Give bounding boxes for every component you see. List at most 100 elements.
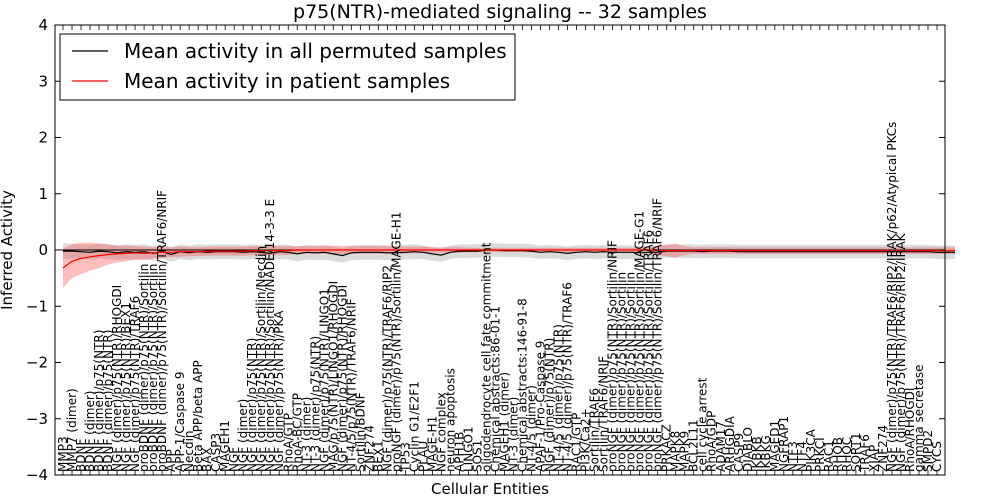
category-label: BDNF	[74, 439, 88, 472]
category-label: neuron apoptosis	[443, 368, 457, 472]
category-label: NGF (dimer)/p75(NTR)/LINGO1	[317, 288, 331, 472]
category-label: PLAU	[416, 441, 430, 472]
x-axis-title: Cellular Entities	[431, 480, 549, 498]
band-permuted	[63, 243, 955, 263]
category-label: BAX	[200, 447, 214, 472]
category-label: RHOC	[840, 437, 854, 472]
confidence-bands	[63, 242, 955, 288]
y-tick-label: 2	[38, 129, 48, 147]
category-label: BDNF (dimer)/p75(NTR)	[101, 330, 115, 472]
category-label: NT-3 (dimer)	[299, 397, 313, 472]
series-lines	[62, 249, 955, 269]
category-label: NGF (dimer)/p75(NTR)/TRAF6/RIP2	[380, 265, 394, 472]
legend-label-permuted: Mean activity in all permuted samples	[124, 39, 507, 63]
category-label: NT-4/5 (dimer)	[525, 385, 539, 472]
category-label: ZNF274	[876, 425, 890, 472]
category-label: Cyclin G1/E2F1	[407, 381, 421, 472]
category-label: SORT1	[849, 433, 863, 473]
y-tick-label: 3	[38, 72, 48, 90]
category-label: APH1B	[453, 432, 467, 472]
category-label: proNGF (dimer)/p75(NTR)/Sortilin/MAGE-G1	[633, 211, 647, 472]
category-label: proNGF (dimer)/p75(NTR)/Sortilin/TRAF6	[642, 230, 656, 472]
category-label: NGF (dimer)/p75(NTR)	[245, 338, 259, 472]
category-label: RAC1	[822, 440, 836, 472]
category-label: APAF-1/Pro-Caspase 9	[534, 341, 548, 472]
y-tick-label: 1	[38, 185, 48, 203]
category-label: CYCS	[930, 441, 944, 472]
category-label: proBDNF (dimer)/p75(NTR)/Sortilin	[146, 264, 160, 472]
category-label: NGF (dimer)/p75(NTR)/Sortilin/Necdin	[254, 246, 268, 472]
category-label: Beta APP/beta APP	[191, 360, 205, 472]
category-label: PRKACZ	[660, 424, 674, 472]
category-label: NT-3 (dimer)/p75(NTR)	[308, 336, 322, 472]
band-patient	[63, 242, 955, 288]
legend: Mean activity in all permuted samples Me…	[59, 33, 516, 101]
category-label: APP-1/Caspase 9	[173, 372, 187, 472]
category-label: NT-4/5 (dimer)/p75(NTR)/TRAF6	[561, 282, 575, 472]
category-label: CASP3	[209, 433, 223, 472]
category-label: ARHGDIA	[723, 415, 737, 472]
category-label: BDNF (dimer)/p75(NTR)	[92, 330, 106, 472]
category-label: oligodendrocyte cell fate commitment	[480, 242, 494, 472]
category-label: MAPK9	[678, 431, 692, 472]
category-label: proNGF (dimer)/p75(NTR)/Sortilin/NRIF	[606, 240, 620, 472]
category-label: BEX1	[371, 440, 385, 472]
category-label: NGF (dimer)/p75(NTR)/BEX1	[119, 302, 133, 472]
category-label: BDNF (dimer)	[83, 391, 97, 473]
chart-title: p75(NTR)-mediated signaling -- 32 sample…	[293, 1, 707, 23]
y-axis-title: Inferred Activity	[0, 190, 16, 310]
y-tick-label: −3	[26, 410, 48, 428]
category-label: proNGF (dimer)/p75(NTR)/Sortilin/MAGE-H1	[389, 212, 403, 472]
category-label: NGF (dimer)/p75(NTR)	[543, 338, 557, 472]
category-label: RhoA/RHOGDI	[903, 388, 917, 472]
line-patient	[62, 249, 955, 269]
x-axis-ticks	[62, 25, 938, 475]
category-label: PI3K/Ca2+	[579, 408, 593, 472]
category-label: TP53	[398, 442, 412, 473]
category-label: NT-4/5 (dimer)/p75(NTR)	[552, 324, 566, 472]
category-label: NGF (dimer)/p75(NTR)/TRAF6	[128, 296, 142, 472]
category-label: NGF	[227, 447, 241, 472]
category-label: MAGED1	[768, 420, 782, 472]
category-label: TRAF6	[858, 434, 872, 473]
y-tick-label: −4	[26, 466, 48, 484]
category-label: NT-3 (dimer)	[507, 397, 521, 472]
category-label: Sortilin/TRAF6/NRIF	[597, 356, 611, 472]
category-label: RhoA/GDP	[705, 411, 719, 472]
category-label: NGF (dimer)/p75(NTR)/TRAF6/RIP2/IRAK/p62…	[885, 122, 899, 472]
category-label: proBDNF (dimer)/p75(NTR)/Sortilin/TRAF6/…	[155, 190, 169, 472]
category-label: MAGE-H1	[425, 416, 439, 472]
category-label: RHOB	[831, 437, 845, 472]
category-label: PRKCI	[813, 437, 827, 472]
category-label: NGF (dimer)/p75(NTR)/TRAF6/RIP2/IRAK	[894, 232, 908, 472]
category-label: NGFRAP1	[777, 416, 791, 472]
category-label: Sortilin/BDNF	[353, 392, 367, 472]
category-label: IKBKB	[750, 436, 764, 472]
category-label: Chemical abstracts:146-91-8	[516, 298, 530, 472]
category-label: NTF4	[795, 441, 809, 472]
y-axis-ticks: 4 3 2 1 0 −1 −2 −3 −4	[26, 16, 945, 484]
category-label: Sortilin/TRAF6	[588, 388, 602, 472]
category-label: SOS1	[471, 440, 485, 472]
category-label: NGF complex	[434, 392, 448, 472]
category-label: RhoA-BC/GTP	[290, 393, 304, 472]
category-label: MAGEH1 (dimer)	[498, 372, 512, 472]
category-label: ADAM17	[714, 421, 728, 472]
category-label: ZNF274	[362, 425, 376, 472]
category-label: MMP7 (dimer)	[65, 388, 79, 472]
legend-label-patient: Mean activity in patient samples	[124, 69, 450, 93]
legend-box	[59, 33, 516, 101]
category-label: proBDNF (dimer)/p75(NTR)/Sortilin	[137, 264, 151, 472]
category-label: gamma secretase	[912, 365, 926, 473]
category-label: CASP9	[732, 433, 746, 472]
category-label: APP	[164, 449, 178, 472]
category-label: MMP3	[56, 436, 70, 472]
category-label: RAC1/GTP	[570, 413, 584, 472]
category-label: proNGF (dimer)/p75(NTR)/Sortilin	[615, 272, 629, 472]
category-label: MAG/p75(NTR)/LINGO1/RHOGDI	[326, 281, 340, 472]
category-label: NGF (dimer)/p75(NTR)/PKA	[272, 310, 286, 472]
category-label: PIK3CA	[804, 428, 818, 472]
y-tick-label: 0	[38, 241, 48, 259]
